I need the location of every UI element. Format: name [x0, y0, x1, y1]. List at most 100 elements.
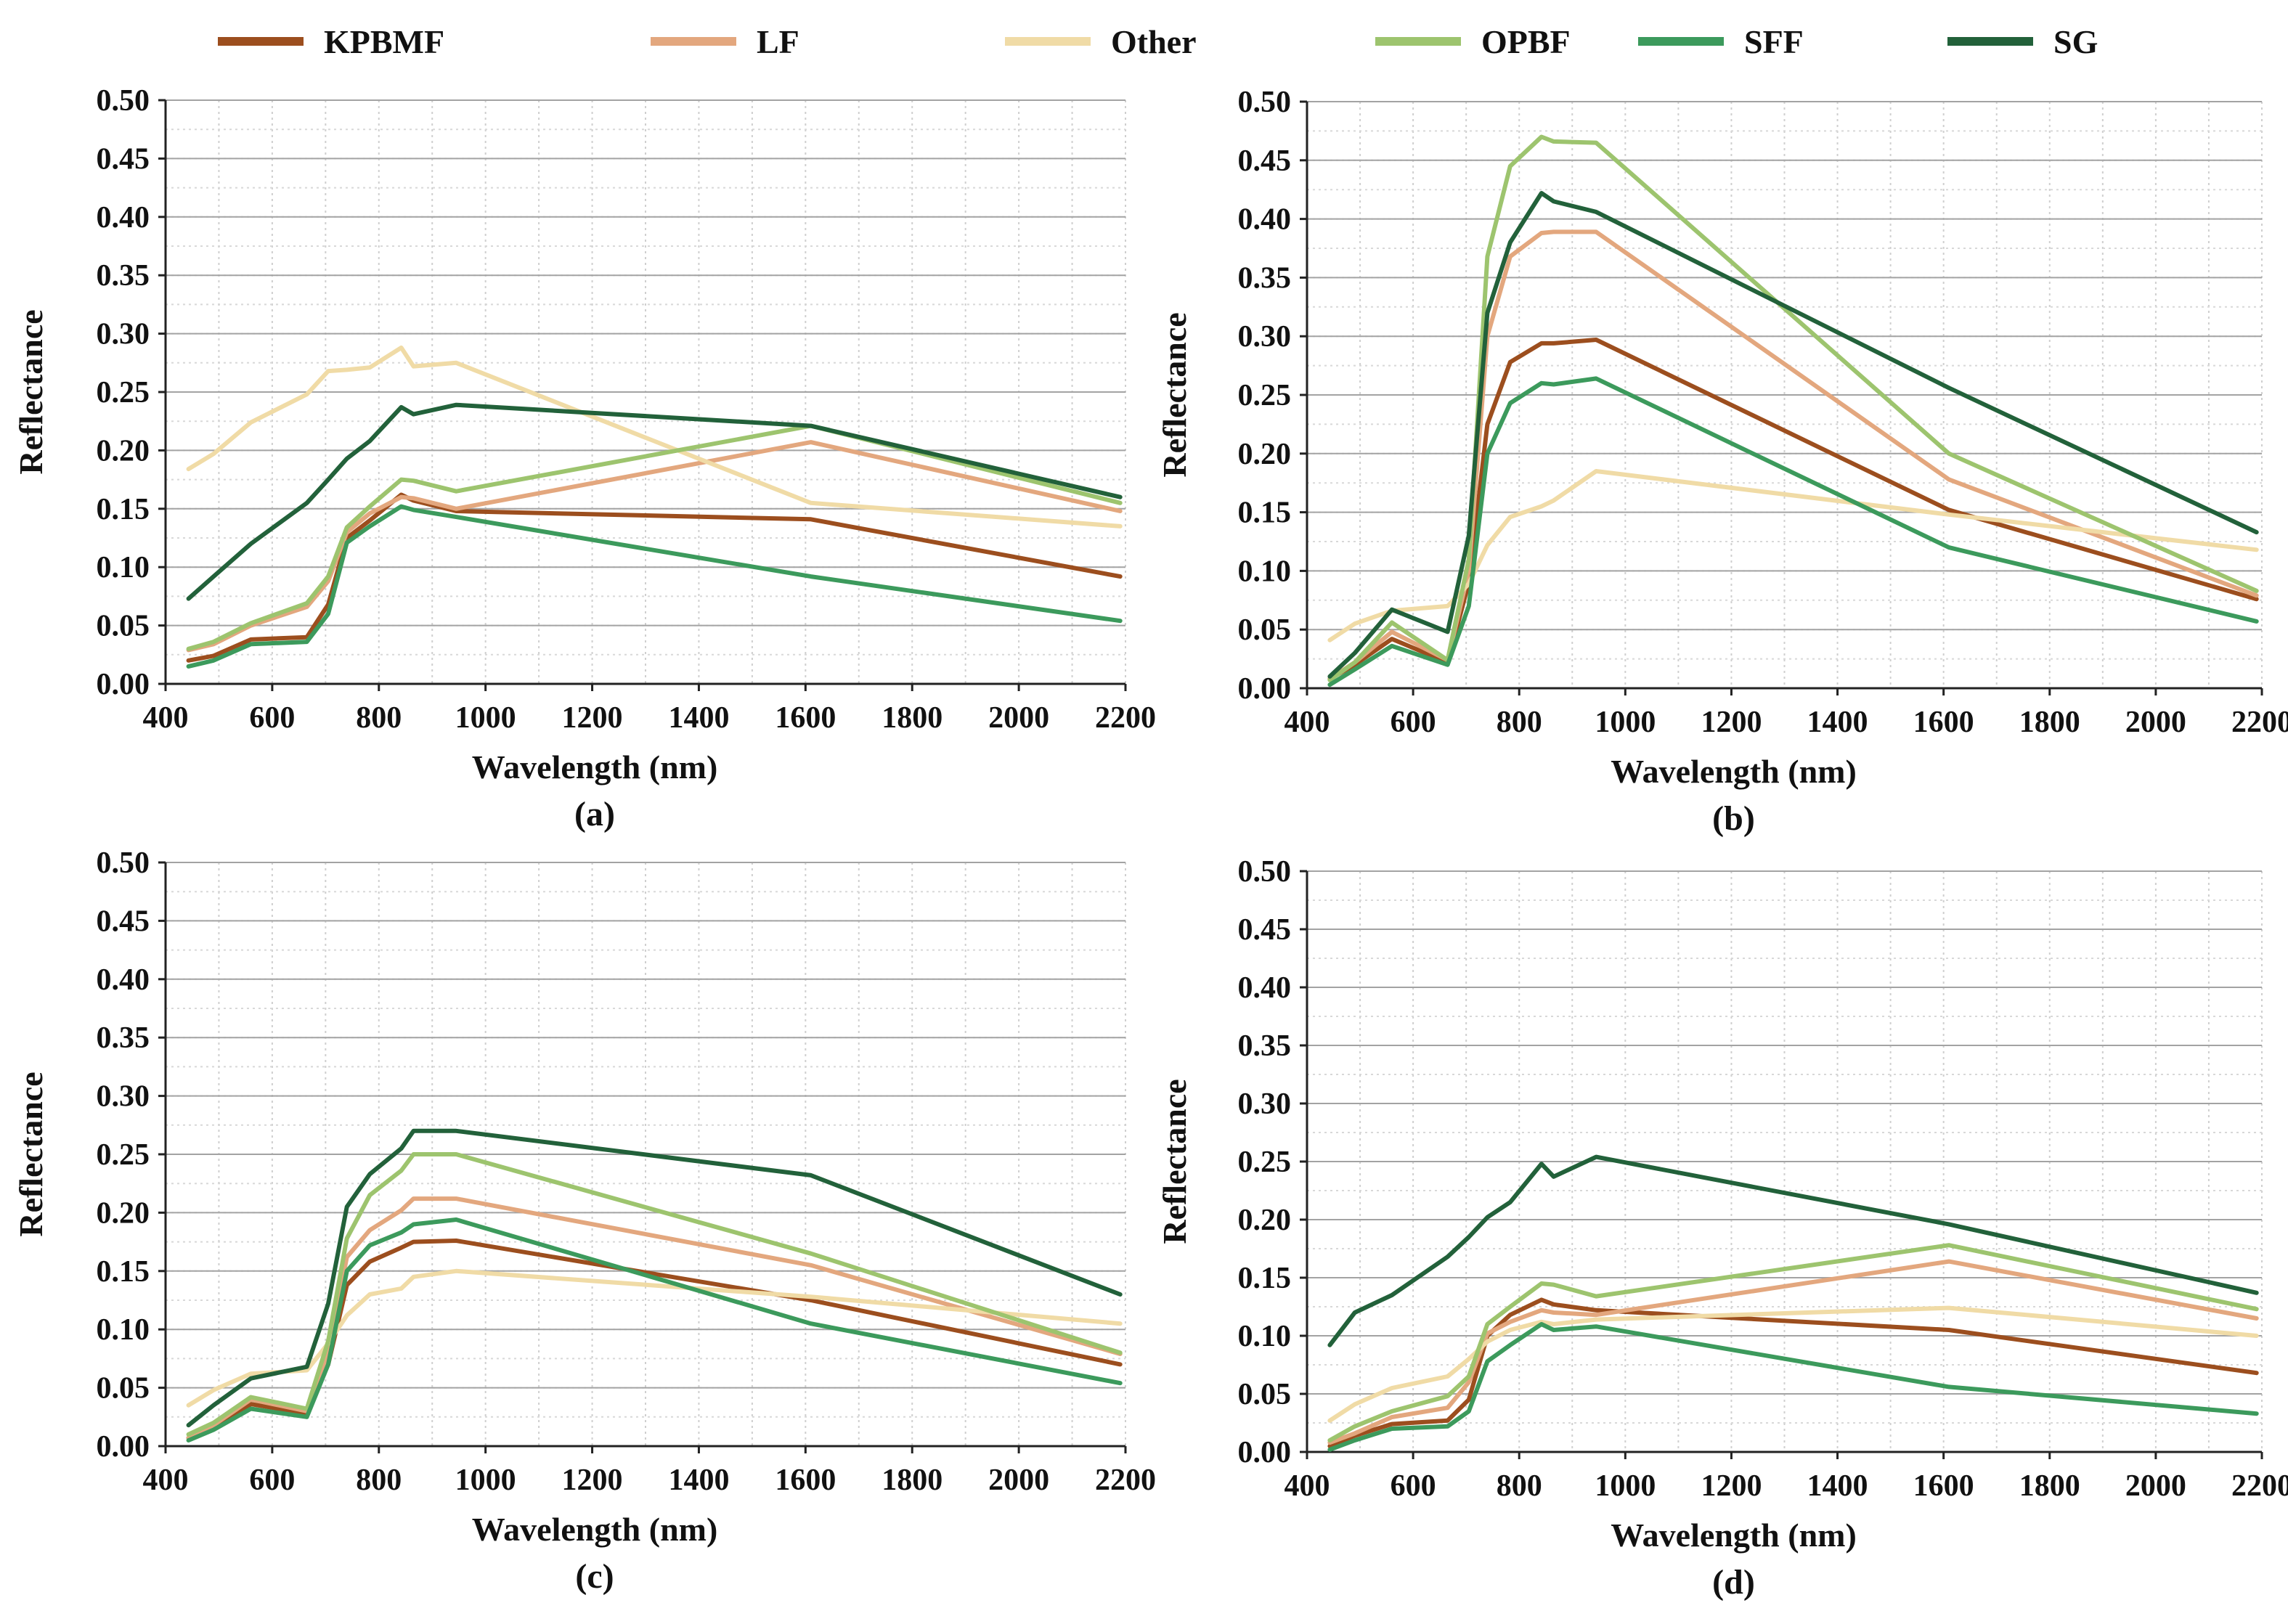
chart-panel-b: 0.00 0.05 0.10 0.15 0.20 0.25 0.30 0.35 0.40 0.45… [1156, 86, 2288, 838]
y-tick-label: 0.15 [97, 493, 150, 526]
legend-swatch-opbf [1375, 37, 1461, 46]
y-tick-label: 0.10 [97, 1313, 150, 1347]
y-axis-label: Reflectance [12, 309, 49, 474]
x-tick-label: 1800 [2019, 706, 2080, 739]
y-tick-label: 0.35 [1238, 261, 1292, 295]
x-tick-label: 600 [1391, 1469, 1436, 1503]
series-line-kpbmf [186, 1239, 1123, 1440]
y-tick-label: 0.45 [1238, 144, 1292, 178]
x-tick-label: 1000 [455, 1464, 516, 1497]
x-tick-label: 1400 [668, 1464, 729, 1497]
y-tick-label: 0.45 [97, 142, 150, 176]
x-axis-label: Wavelength (nm) [1611, 753, 1857, 790]
x-tick-label: 2200 [1095, 701, 1156, 735]
series-line-sff [1327, 376, 2259, 687]
series-line-other [186, 345, 1123, 529]
series-line-sff [1327, 1322, 2259, 1452]
x-tick-label: 1600 [775, 1464, 836, 1497]
x-tick-label: 1800 [882, 701, 943, 735]
panel-label: (b) [1712, 799, 1755, 838]
y-tick-label: 0.30 [97, 1080, 150, 1114]
x-tick-label: 2200 [2231, 706, 2288, 739]
series-line-sff [186, 1217, 1123, 1443]
legend-swatch-other [1005, 37, 1091, 46]
chart-panel-a: 0.00 0.05 0.10 0.15 0.20 0.25 0.30 0.35 0.40 0.45… [12, 84, 1156, 833]
major-grid [166, 99, 1125, 685]
x-tick-label: 400 [1285, 706, 1330, 739]
y-tick-label: 0.30 [1238, 1088, 1292, 1121]
y-tick-label: 0.00 [97, 1430, 150, 1464]
y-tick-label: 0.40 [1238, 203, 1292, 237]
legend-swatch-sg [1947, 37, 2033, 46]
x-tick-label: 600 [1391, 706, 1436, 739]
y-axis-label: Reflectance [1156, 312, 1193, 477]
y-tick-label: 0.40 [97, 963, 150, 997]
x-tick-label: 2200 [1095, 1464, 1156, 1497]
x-tick-label: 1000 [1595, 706, 1656, 739]
series-lines [1327, 1154, 2259, 1452]
series-line-kpbmf [186, 492, 1123, 663]
y-tick-label: 0.20 [97, 434, 150, 468]
y-tick-label: 0.20 [97, 1196, 150, 1230]
x-tick-label: 800 [1497, 1469, 1542, 1503]
x-tick-label: 400 [143, 701, 189, 735]
x-tick-label: 2200 [2231, 1469, 2288, 1503]
series-lines [1327, 134, 2259, 687]
x-tick-label: 1600 [775, 701, 836, 735]
y-tick-label: 0.05 [1238, 613, 1292, 647]
y-tick-label: 0.10 [1238, 555, 1292, 588]
legend-item-kpbmf: KPBMF [218, 16, 444, 67]
legend-item-other: Other [1005, 16, 1197, 67]
series-line-opbf [186, 1152, 1123, 1437]
legend-label-sff: SFF [1744, 23, 1804, 60]
x-tick-label: 2000 [988, 1464, 1049, 1497]
series-line-other [1327, 1305, 2259, 1423]
series-line-kpbmf [1327, 338, 2259, 682]
series-line-opbf [186, 423, 1123, 651]
x-tick-label: 1400 [1807, 706, 1868, 739]
x-tick-label: 1200 [1701, 1469, 1762, 1503]
y-tick-label: 0.15 [97, 1255, 150, 1289]
y-tick-label: 0.00 [1238, 672, 1292, 706]
series-line-sg [1327, 1154, 2259, 1347]
x-tick-label: 600 [249, 701, 295, 735]
x-tick-label: 800 [356, 1464, 402, 1497]
y-tick-label: 0.50 [1238, 86, 1292, 119]
y-tick-label: 0.05 [97, 610, 150, 643]
legend-swatch-sff [1638, 37, 1724, 46]
y-tick-label: 0.30 [97, 318, 150, 351]
series-line-lf [1327, 1259, 2259, 1445]
legend-item-sff: SFF [1638, 16, 1804, 67]
series-line-other [1327, 469, 2259, 642]
panel-label: (d) [1712, 1563, 1755, 1601]
y-tick-label: 0.05 [1238, 1378, 1292, 1411]
y-tick-label: 0.50 [97, 846, 150, 880]
x-axis-label: Wavelength (nm) [472, 1511, 718, 1548]
y-tick-label: 0.50 [1238, 855, 1292, 889]
x-tick-label: 1600 [1913, 1469, 1974, 1503]
major-grid [1307, 870, 2262, 1453]
legend-item-lf: LF [651, 16, 799, 67]
x-tick-label: 1200 [562, 701, 623, 735]
chart-panel-d: 0.00 0.05 0.10 0.15 0.20 0.25 0.30 0.35 0.40 0.45… [1156, 855, 2288, 1601]
y-axis-label: Reflectance [12, 1072, 49, 1236]
legend-label-sg: SG [2053, 23, 2098, 60]
x-tick-label: 1400 [668, 701, 729, 735]
series-line-other [186, 1268, 1123, 1408]
x-tick-label: 1200 [562, 1464, 623, 1497]
y-tick-label: 0.15 [1238, 497, 1292, 530]
chart-panel-c: 0.00 0.05 0.10 0.15 0.20 0.25 0.30 0.35 0.40 0.45… [12, 846, 1156, 1596]
x-axis-label: Wavelength (nm) [1611, 1517, 1857, 1554]
y-tick-label: 0.20 [1238, 1204, 1292, 1237]
x-tick-label: 1200 [1701, 706, 1762, 739]
series-line-opbf [1327, 134, 2259, 682]
y-tick-label: 0.50 [97, 84, 150, 118]
y-tick-label: 0.20 [1238, 438, 1292, 471]
y-tick-label: 0.10 [1238, 1320, 1292, 1353]
legend-swatch-lf [651, 37, 736, 46]
x-tick-label: 1600 [1913, 706, 1974, 739]
legend-label-lf: LF [757, 23, 799, 60]
y-tick-label: 0.25 [97, 376, 150, 409]
y-tick-label: 0.40 [1238, 971, 1292, 1005]
